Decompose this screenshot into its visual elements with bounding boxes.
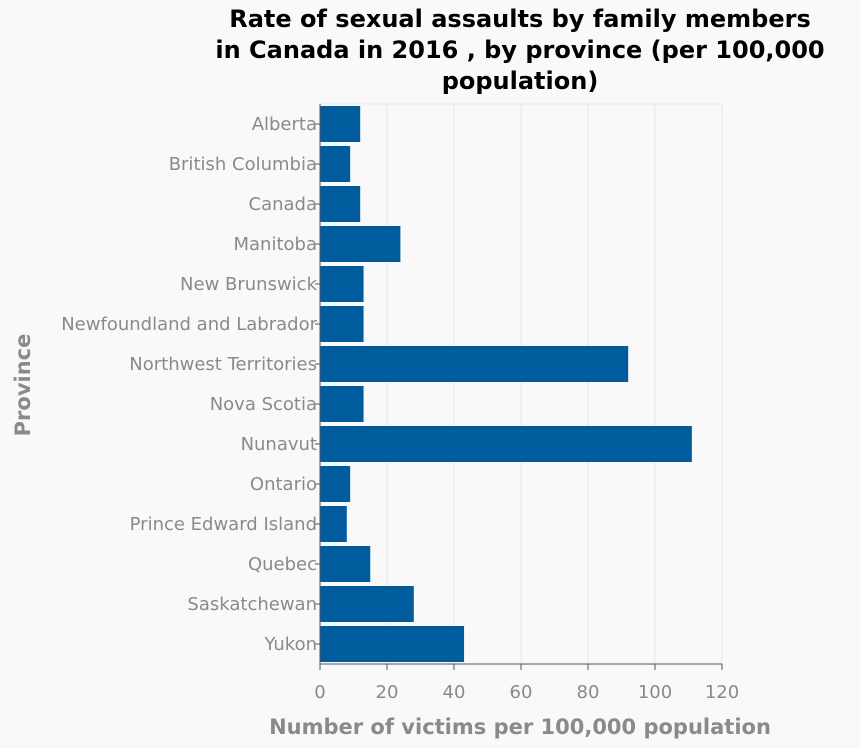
y-tick-label: Saskatchewan xyxy=(187,594,317,615)
y-tick-label: Alberta xyxy=(252,114,317,135)
y-tick-label: New Brunswick xyxy=(180,274,318,295)
grid-lines xyxy=(320,104,722,664)
y-tick-label: British Columbia xyxy=(169,154,317,175)
bar-alberta xyxy=(320,106,360,142)
x-tick-label: 120 xyxy=(705,682,739,703)
bar-yukon xyxy=(320,626,464,662)
bar-newfoundland-and-labrador xyxy=(320,306,364,342)
y-tick-label: Northwest Territories xyxy=(129,354,317,375)
x-tick-label: 100 xyxy=(638,682,672,703)
y-tick-label: Canada xyxy=(249,194,318,215)
y-tick-label: Nova Scotia xyxy=(210,394,317,415)
x-tick-label: 60 xyxy=(510,682,533,703)
x-axis-title: Number of victims per 100,000 population xyxy=(269,715,771,739)
y-axis-title: Province xyxy=(11,334,35,437)
y-tick-label: Yukon xyxy=(263,634,317,655)
y-tick-label: Newfoundland and Labrador xyxy=(61,314,317,335)
bar-new-brunswick xyxy=(320,266,364,302)
bar-northwest-territories xyxy=(320,346,628,382)
bar-ontario xyxy=(320,466,350,502)
y-tick-label: Prince Edward Island xyxy=(130,514,317,535)
x-tick-label: 40 xyxy=(443,682,466,703)
x-tick-label: 80 xyxy=(577,682,600,703)
axes xyxy=(315,104,722,670)
bar-saskatchewan xyxy=(320,586,414,622)
bar-manitoba xyxy=(320,226,400,262)
y-tick-label: Quebec xyxy=(248,554,317,575)
bar-nunavut xyxy=(320,426,692,462)
bar-nova-scotia xyxy=(320,386,364,422)
bar-prince-edward-island xyxy=(320,506,347,542)
x-tick-label: 0 xyxy=(314,682,325,703)
bar-quebec xyxy=(320,546,370,582)
y-tick-label: Ontario xyxy=(250,474,317,495)
y-tick-label: Nunavut xyxy=(241,434,317,455)
x-tick-label: 20 xyxy=(376,682,399,703)
bar-canada xyxy=(320,186,360,222)
bars xyxy=(320,106,692,662)
bar-british-columbia xyxy=(320,146,350,182)
y-tick-label: Manitoba xyxy=(234,234,318,255)
